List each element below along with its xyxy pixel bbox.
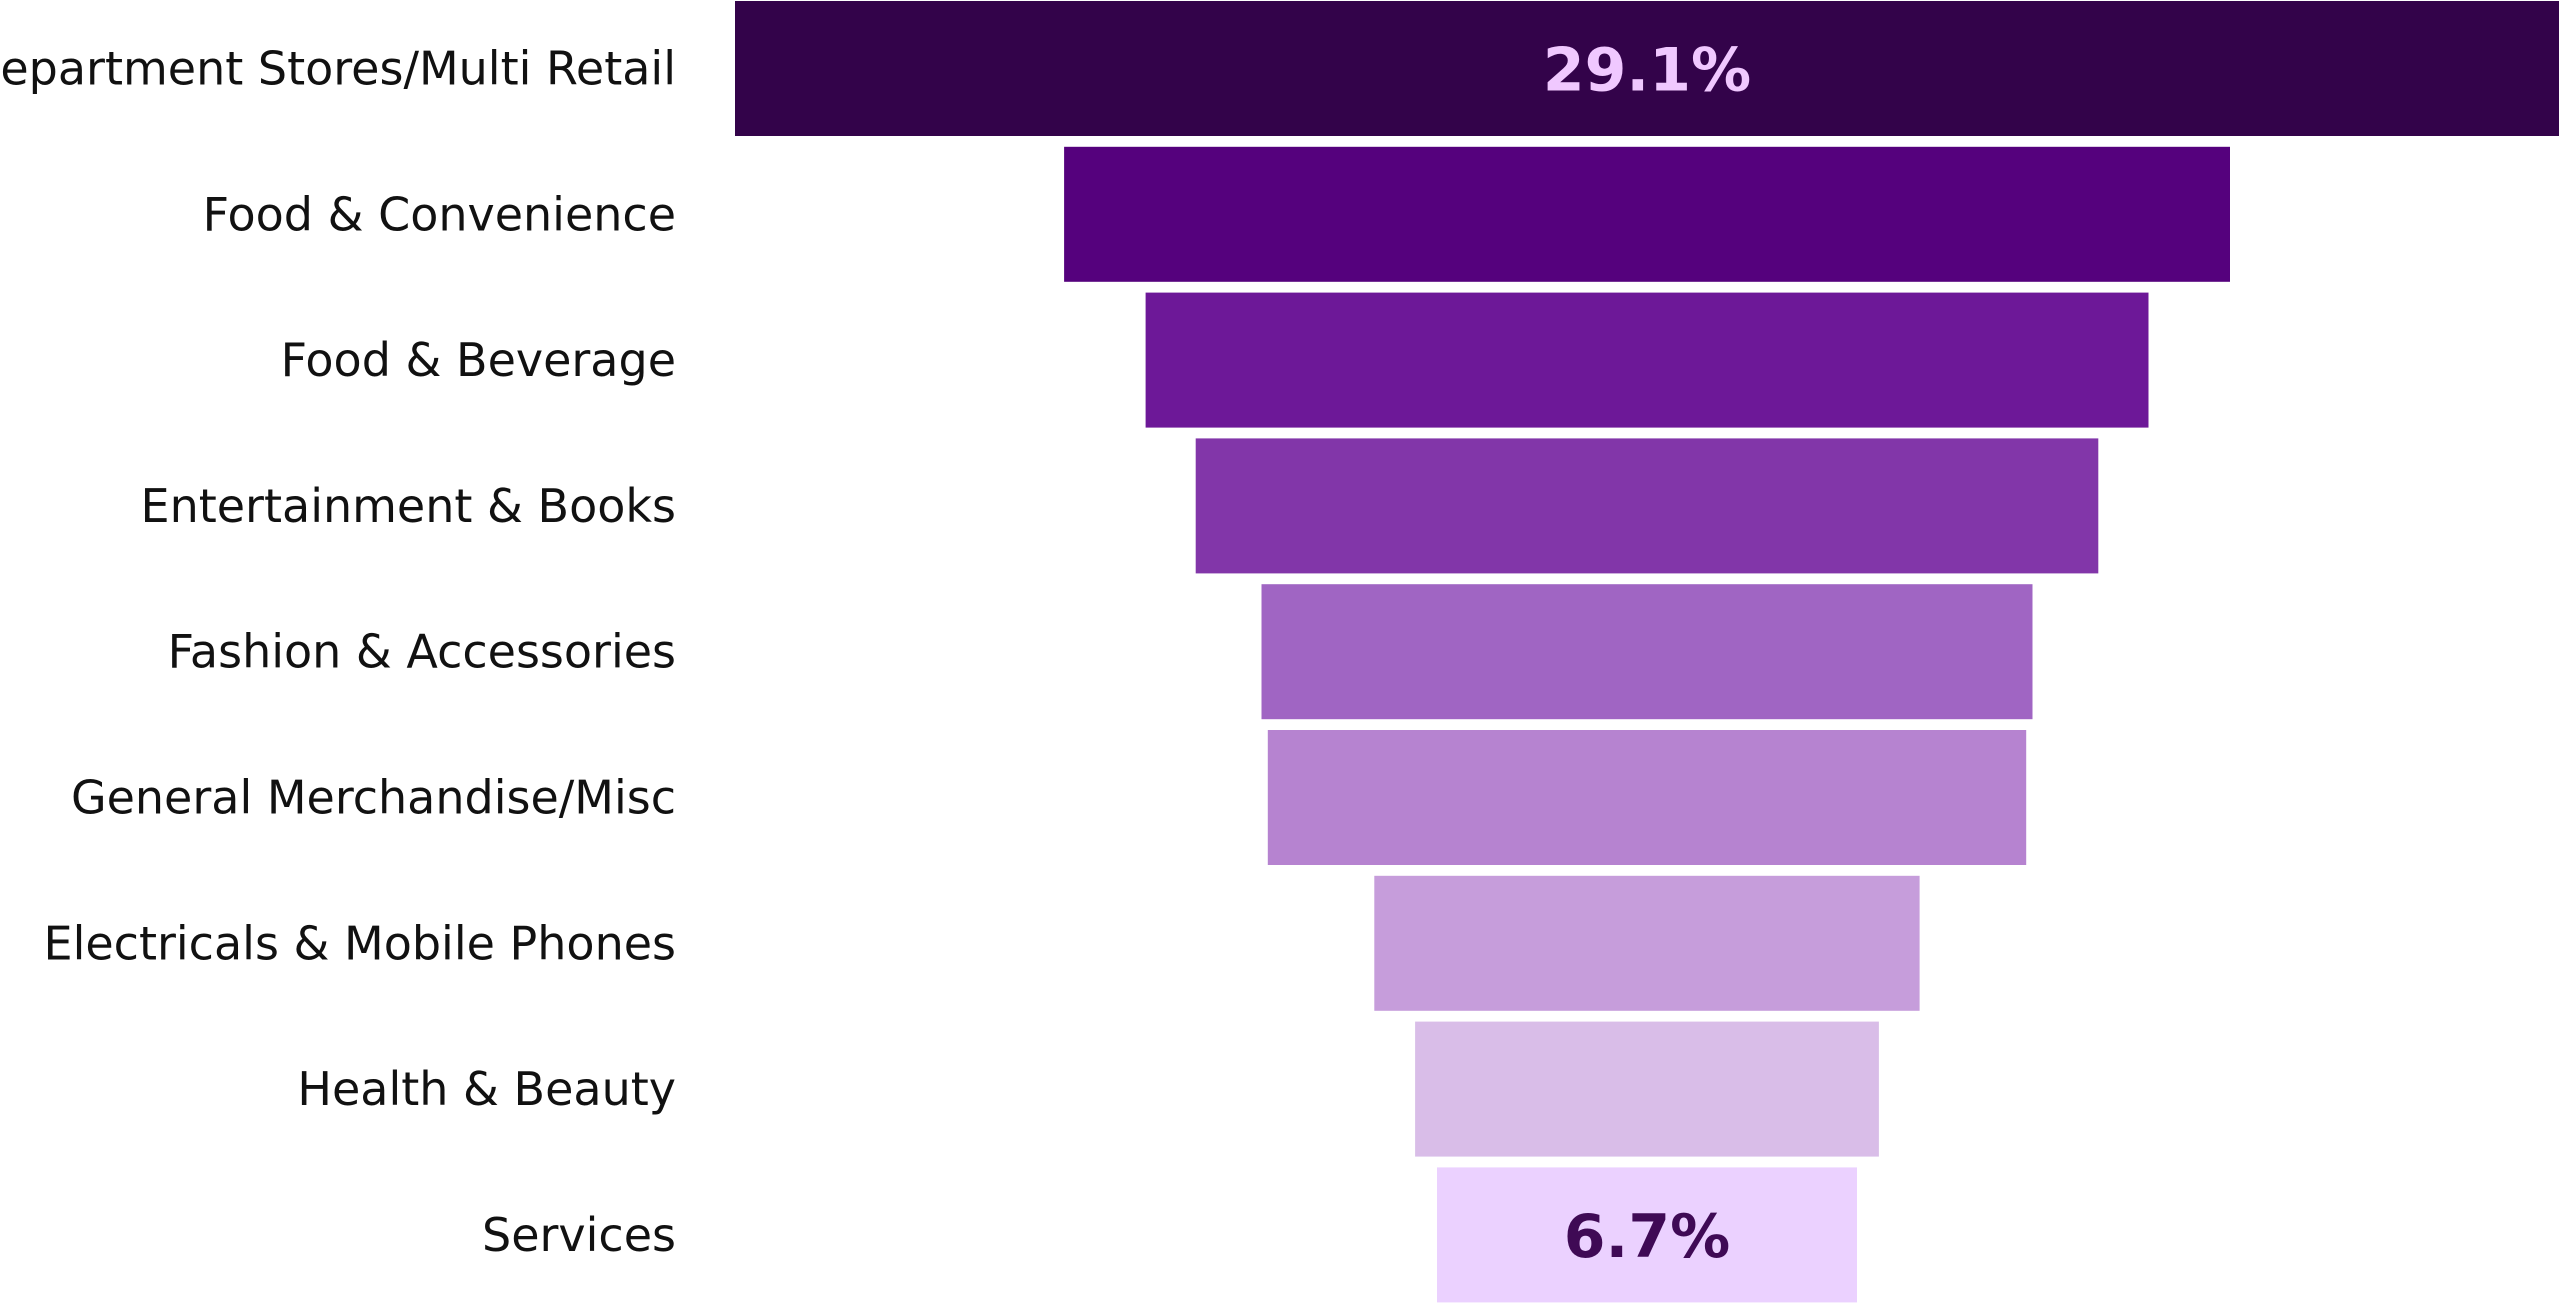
category-label: Department Stores/Multi Retail bbox=[0, 42, 676, 96]
value-labels: 29.1% 6.7% bbox=[1543, 36, 1751, 1272]
funnel-bar bbox=[1374, 875, 1920, 1011]
data-label: 6.7% bbox=[1564, 1202, 1730, 1272]
funnel-bar bbox=[1437, 1167, 1857, 1303]
category-label: Services bbox=[482, 1208, 676, 1262]
category-label: Food & Beverage bbox=[281, 333, 676, 387]
funnel-bar bbox=[735, 1, 2559, 136]
category-label: Health & Beauty bbox=[297, 1062, 676, 1116]
funnel-bar bbox=[1064, 146, 2230, 282]
funnel-bar bbox=[1415, 1021, 1879, 1157]
category-label: General Merchandise/Misc bbox=[71, 771, 676, 825]
funnel-bar bbox=[1145, 292, 2149, 428]
data-label: 29.1% bbox=[1543, 36, 1751, 106]
funnel-bars bbox=[735, 1, 2559, 1303]
funnel-bar bbox=[1261, 584, 2033, 720]
funnel-bar bbox=[1195, 438, 2099, 574]
category-label: Food & Convenience bbox=[203, 187, 676, 241]
category-labels: Department Stores/Multi Retail Food & Con… bbox=[0, 42, 676, 1262]
category-label: Electricals & Mobile Phones bbox=[44, 916, 676, 970]
category-label: Entertainment & Books bbox=[141, 479, 677, 533]
funnel-bar bbox=[1267, 730, 2027, 865]
category-label: Fashion & Accessories bbox=[168, 625, 676, 679]
